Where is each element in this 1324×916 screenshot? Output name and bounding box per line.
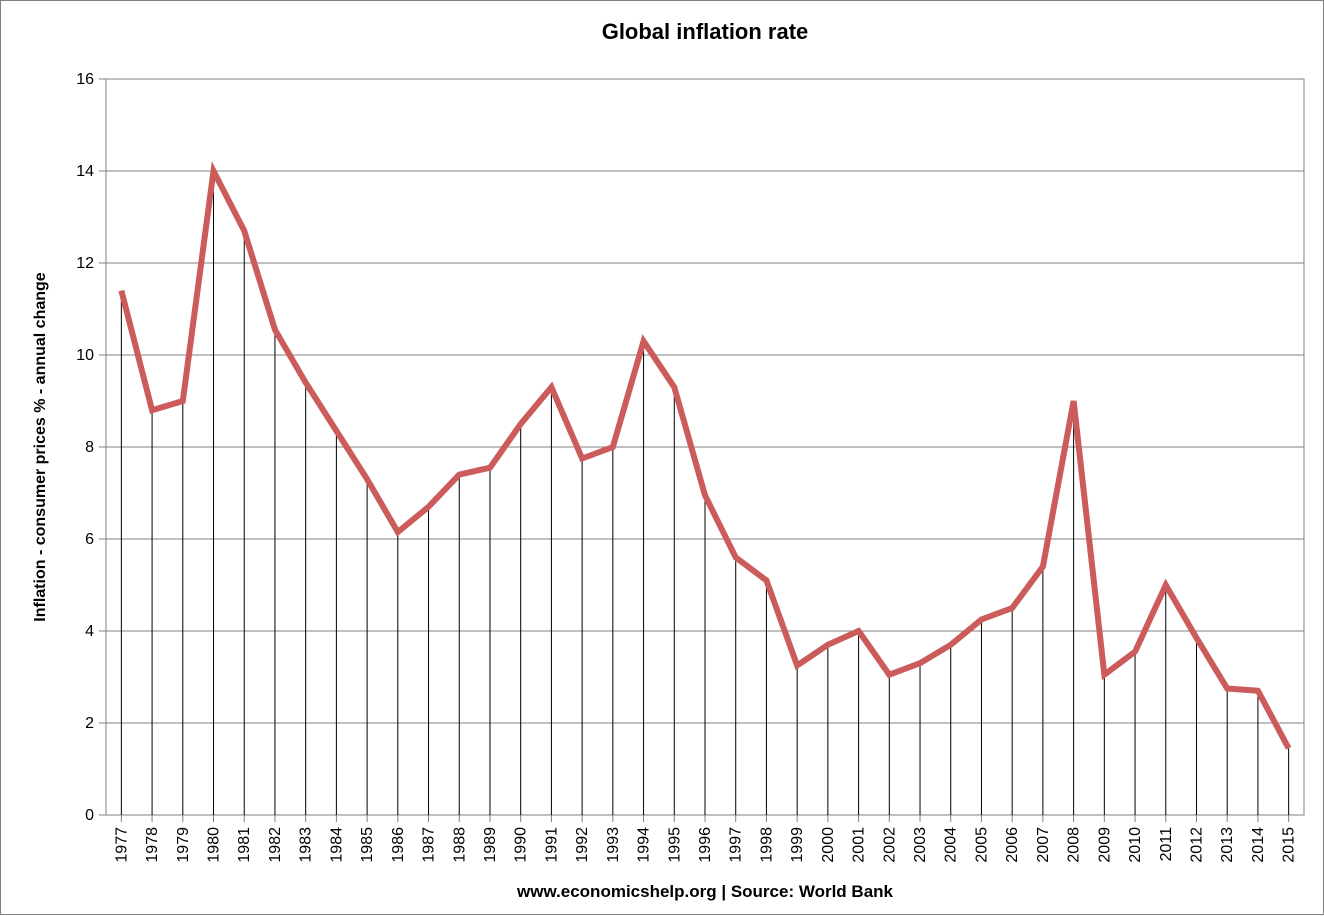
x-tick-label: 1992 xyxy=(574,827,591,863)
y-tick-label: 12 xyxy=(76,255,94,272)
chart-container: 0 2 4 6 8 10 12 14 16 1977 1978 1979 1980 1981 1982 198… xyxy=(0,0,1324,915)
x-tick-label: 2003 xyxy=(912,827,929,863)
x-tick-label: 2000 xyxy=(820,827,837,863)
x-tick-label: 1997 xyxy=(728,827,745,863)
x-tick-label: 2014 xyxy=(1250,827,1267,863)
x-tick-label: 2012 xyxy=(1188,827,1205,863)
x-tick-label: 2015 xyxy=(1281,827,1298,863)
y-tick-label: 10 xyxy=(76,347,94,364)
x-tick-label: 2009 xyxy=(1096,827,1113,863)
x-tick-label: 1998 xyxy=(758,827,775,863)
x-tick-label: 1988 xyxy=(451,827,468,863)
x-tick-label: 2004 xyxy=(943,827,960,863)
x-tick-label: 1994 xyxy=(636,827,653,863)
y-tick-label: 6 xyxy=(85,531,94,548)
x-tick-label: 2002 xyxy=(881,827,898,863)
y-axis-title: Inflation - consumer prices % - annual c… xyxy=(32,272,49,622)
y-axis-ticks: 0 2 4 6 8 10 12 14 16 xyxy=(76,71,106,824)
inflation-chart: 0 2 4 6 8 10 12 14 16 1977 1978 1979 1980 1981 1982 198… xyxy=(1,1,1324,916)
x-tick-label: 1990 xyxy=(513,827,530,863)
x-tick-label: 2001 xyxy=(851,827,868,863)
x-tick-label: 1986 xyxy=(390,827,407,863)
y-tick-label: 0 xyxy=(85,807,94,824)
x-tick-label: 1981 xyxy=(236,827,253,863)
x-tick-label: 2006 xyxy=(1004,827,1021,863)
y-tick-label: 8 xyxy=(85,439,94,456)
x-axis-ticks: 1977 1978 1979 1980 1981 1982 1983 1984 1985 1986… xyxy=(113,815,1297,863)
x-tick-label: 1989 xyxy=(482,827,499,863)
source-label: www.economicshelp.org | Source: World Ba… xyxy=(516,882,894,901)
x-tick-label: 2011 xyxy=(1158,827,1175,862)
x-tick-label: 1993 xyxy=(605,827,622,863)
x-tick-label: 1991 xyxy=(543,827,560,863)
x-tick-label: 1985 xyxy=(359,827,376,863)
x-tick-label: 1983 xyxy=(298,827,315,863)
chart-title: Global inflation rate xyxy=(602,19,809,44)
y-tick-label: 4 xyxy=(85,623,94,640)
x-tick-label: 2005 xyxy=(973,827,990,863)
x-tick-label: 1978 xyxy=(144,827,161,863)
y-tick-label: 2 xyxy=(85,715,94,732)
x-tick-label: 1982 xyxy=(267,827,284,863)
x-tick-label: 1996 xyxy=(697,827,714,863)
x-tick-label: 1995 xyxy=(666,827,683,863)
x-tick-label: 1977 xyxy=(113,827,130,863)
y-tick-label: 14 xyxy=(76,163,94,180)
x-tick-label: 2007 xyxy=(1035,827,1052,863)
x-tick-label: 1984 xyxy=(328,827,345,863)
x-tick-label: 2010 xyxy=(1127,827,1144,863)
x-tick-label: 1999 xyxy=(789,827,806,863)
y-tick-label: 16 xyxy=(76,71,94,88)
x-tick-label: 1987 xyxy=(421,827,438,863)
x-tick-label: 1980 xyxy=(206,827,223,863)
x-tick-label: 2013 xyxy=(1219,827,1236,863)
x-tick-label: 2008 xyxy=(1066,827,1083,863)
x-tick-label: 1979 xyxy=(175,827,192,863)
